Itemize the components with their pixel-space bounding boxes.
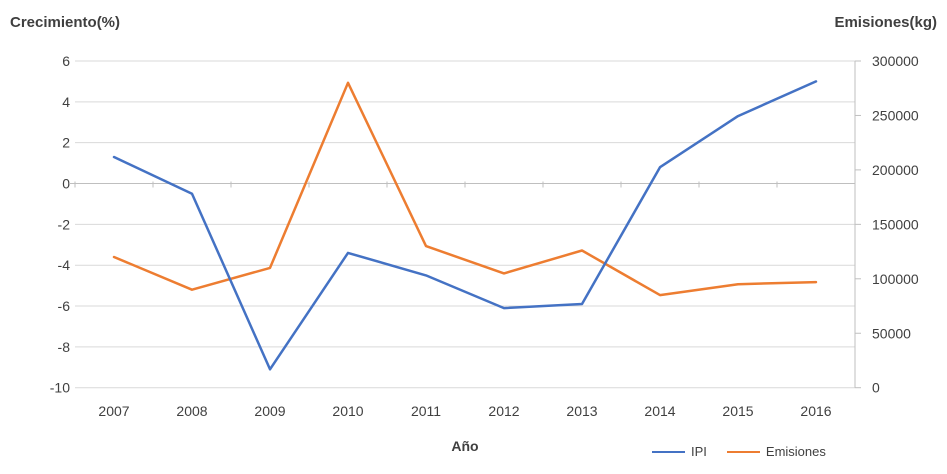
x-axis-tick-label: 2016 (800, 403, 831, 419)
right-axis-title: Emisiones(kg) (834, 14, 937, 31)
x-axis-tick-label: 2012 (488, 403, 519, 419)
series-line-emisiones[interactable] (112, 81, 818, 297)
x-axis-tick-label: 2014 (644, 403, 675, 419)
right-axis-tick-label: 250000 (872, 107, 919, 123)
legend-item-emisiones[interactable]: Emisiones (726, 444, 826, 459)
right-axis-tick-label: 200000 (872, 162, 919, 178)
left-axis-tick-label: 2 (62, 135, 70, 151)
left-axis-tick-label: -8 (58, 339, 71, 355)
right-axis-tick-label: 150000 (872, 216, 919, 232)
x-axis-tick-label: 2013 (566, 403, 597, 419)
right-axis-tick-label: 100000 (872, 271, 919, 287)
x-axis-tick-label: 2009 (254, 403, 285, 419)
left-axis-tick-label: -10 (50, 380, 70, 396)
right-axis-tick-label: 300000 (872, 53, 919, 69)
left-axis-tick-label: -4 (58, 257, 71, 273)
left-axis-tick-label: -2 (58, 216, 71, 232)
x-axis-tick-label: 2010 (332, 403, 363, 419)
x-axis-tick-label: 2011 (411, 403, 441, 419)
legend-label-ipi: IPI (691, 444, 707, 459)
left-axis-tick-label: -6 (58, 298, 71, 314)
emisiones-line-swatch-icon (726, 450, 760, 453)
x-axis-tick-label: 2007 (98, 403, 129, 419)
left-axis-title: Crecimiento(%) (10, 14, 121, 31)
ipi-line-swatch-icon (652, 450, 685, 453)
left-axis-tick-label: 0 (62, 176, 70, 192)
left-axis-tick-label: 4 (62, 94, 70, 110)
right-axis-tick-label: 50000 (872, 325, 911, 341)
left-axis-tick-label: 6 (62, 53, 70, 69)
legend-item-ipi[interactable]: IPI (652, 444, 707, 459)
x-axis-tick-label: 2008 (176, 403, 207, 419)
x-axis-title: Año (451, 438, 479, 454)
x-axis-tick-label: 2015 (722, 403, 753, 419)
series-line-ipi[interactable] (112, 80, 818, 371)
legend: IPI Emisiones (652, 444, 826, 459)
right-axis-tick-label: 0 (872, 380, 880, 396)
legend-label-emisiones: Emisiones (765, 444, 826, 459)
